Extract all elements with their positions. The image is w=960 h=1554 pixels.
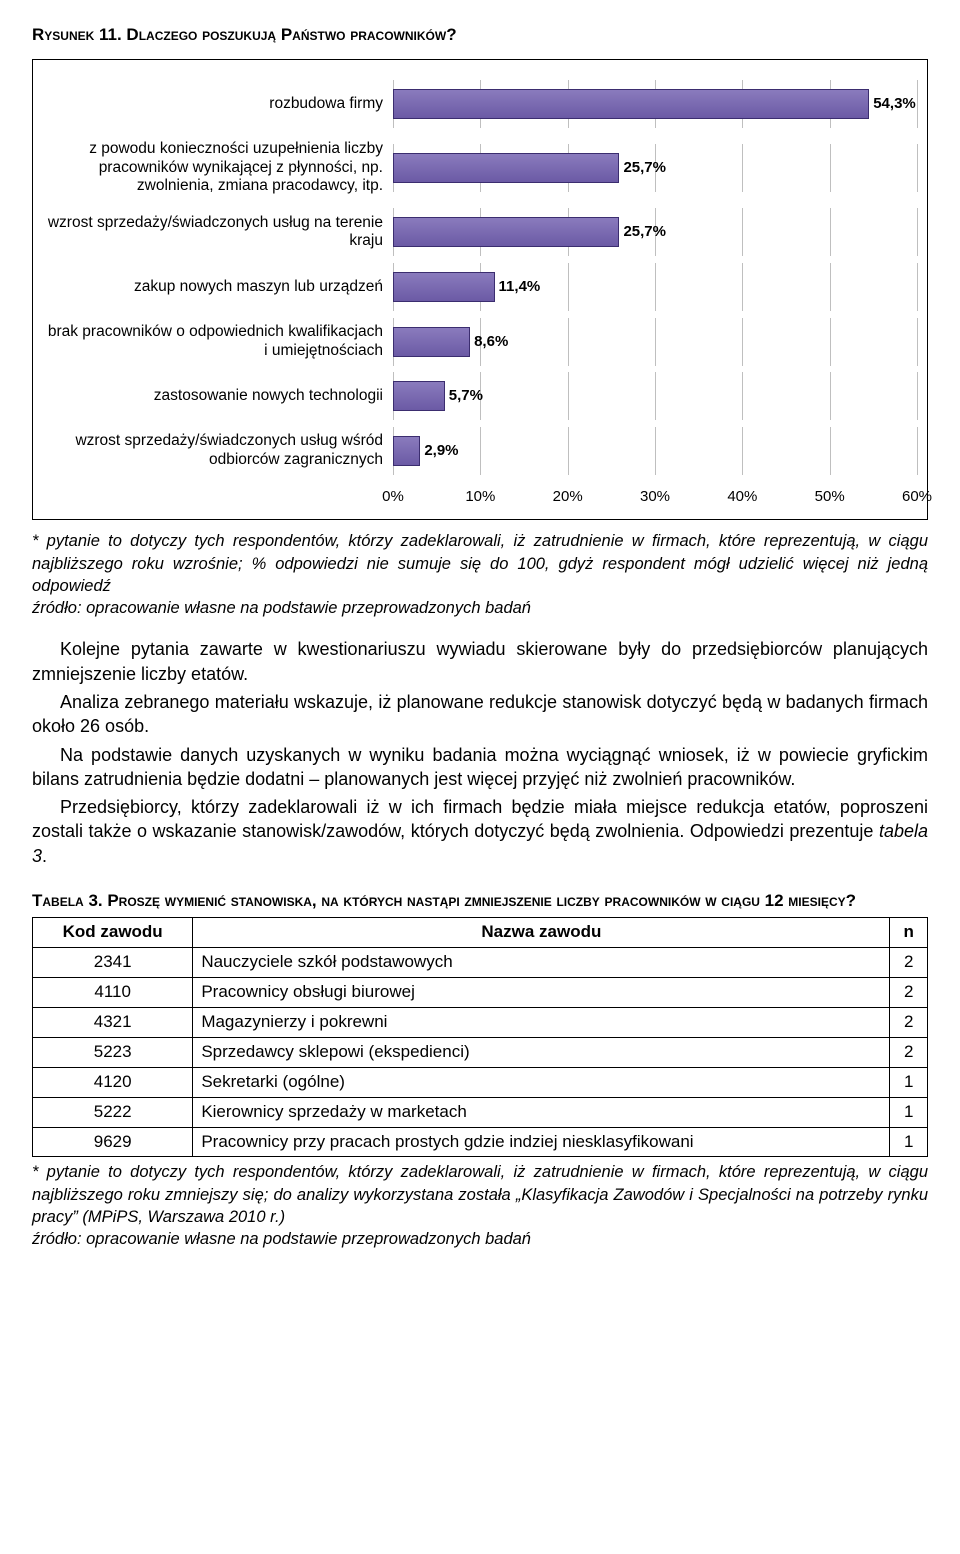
category-label: zastosowanie nowych technologii <box>43 387 393 406</box>
table-row: 4321Magazynierzy i pokrewni2 <box>33 1007 928 1037</box>
chart-row: brak pracowników o odpowiednich kwalifik… <box>43 323 917 360</box>
table-cell: 2 <box>890 977 928 1007</box>
table-cell: 2 <box>890 1007 928 1037</box>
chart-row: z powodu konieczności uzupełnienia liczb… <box>43 140 917 196</box>
table-cell: 1 <box>890 1097 928 1127</box>
chart-row: wzrost sprzedaży/świadczonych usług wśró… <box>43 432 917 469</box>
category-label: wzrost sprzedaży/świadczonych usług na t… <box>43 214 393 251</box>
chart-row: rozbudowa firmy 54,3% <box>43 86 917 122</box>
bar <box>393 436 420 466</box>
table-cell: 5223 <box>33 1037 193 1067</box>
table-header-cell: Nazwa zawodu <box>193 917 890 947</box>
table-cell: 5222 <box>33 1097 193 1127</box>
table-cell: Pracownicy przy pracach prostych gdzie i… <box>193 1127 890 1157</box>
chart-row: zastosowanie nowych technologii 5,7% <box>43 378 917 414</box>
x-tick-label: 40% <box>727 487 757 507</box>
table-cell: Nauczyciele szkół podstawowych <box>193 947 890 977</box>
table-cell: 9629 <box>33 1127 193 1157</box>
category-label: z powodu konieczności uzupełnienia liczb… <box>43 140 393 196</box>
bar <box>393 89 869 119</box>
x-tick-label: 0% <box>382 487 404 507</box>
x-tick-label: 50% <box>815 487 845 507</box>
table-cell: 1 <box>890 1067 928 1097</box>
bar <box>393 153 619 183</box>
table-header-cell: Kod zawodu <box>33 917 193 947</box>
category-label: rozbudowa firmy <box>43 95 393 114</box>
table-row: 9629Pracownicy przy pracach prostych gdz… <box>33 1127 928 1157</box>
table-row: 4110Pracownicy obsługi biurowej2 <box>33 977 928 1007</box>
table-header-cell: n <box>890 917 928 947</box>
table-cell: 1 <box>890 1127 928 1157</box>
body-paragraph: Analiza zebranego materiału wskazuje, iż… <box>32 690 928 739</box>
table-cell: 4321 <box>33 1007 193 1037</box>
table-cell: Sprzedawcy sklepowi (ekspedienci) <box>193 1037 890 1067</box>
table-cell: Magazynierzy i pokrewni <box>193 1007 890 1037</box>
figure-footnote: * pytanie to dotyczy tych respondentów, … <box>32 530 928 619</box>
body-paragraph: Na podstawie danych uzyskanych w wyniku … <box>32 743 928 792</box>
value-label: 11,4% <box>499 277 541 297</box>
table-footnote: * pytanie to dotyczy tych respondentów, … <box>32 1161 928 1250</box>
table-cell: 4120 <box>33 1067 193 1097</box>
value-label: 2,9% <box>424 441 458 461</box>
category-label: zakup nowych maszyn lub urządzeń <box>43 278 393 297</box>
table-cell: 2 <box>890 947 928 977</box>
table-cell: 2341 <box>33 947 193 977</box>
category-label: brak pracowników o odpowiednich kwalifik… <box>43 323 393 360</box>
body-paragraph: Kolejne pytania zawarte w kwestionariusz… <box>32 637 928 686</box>
value-label: 54,3% <box>873 94 916 114</box>
figure-title: Rysunek 11. Dlaczego poszukują Państwo p… <box>32 24 928 47</box>
table-cell: 2 <box>890 1037 928 1067</box>
data-table: Kod zawoduNazwa zawodun 2341Nauczyciele … <box>32 917 928 1158</box>
x-tick-label: 10% <box>465 487 495 507</box>
table-cell: Sekretarki (ogólne) <box>193 1067 890 1097</box>
table-title: Tabela 3. Proszę wymienić stanowiska, na… <box>32 890 928 913</box>
value-label: 25,7% <box>623 222 666 242</box>
table-row: 5222Kierownicy sprzedaży w marketach1 <box>33 1097 928 1127</box>
bar <box>393 327 470 357</box>
table-cell: Kierownicy sprzedaży w marketach <box>193 1097 890 1127</box>
value-label: 5,7% <box>449 386 483 406</box>
chart-row: zakup nowych maszyn lub urządzeń 11,4% <box>43 269 917 305</box>
category-label: wzrost sprzedaży/świadczonych usług wśró… <box>43 432 393 469</box>
table-row: 5223Sprzedawcy sklepowi (ekspedienci)2 <box>33 1037 928 1067</box>
body-paragraph: Przedsiębiorcy, którzy zadeklarowali iż … <box>32 795 928 868</box>
table-cell: Pracownicy obsługi biurowej <box>193 977 890 1007</box>
chart-row: wzrost sprzedaży/świadczonych usług na t… <box>43 214 917 251</box>
value-label: 25,7% <box>623 158 666 178</box>
x-tick-label: 60% <box>902 487 932 507</box>
table-cell: 4110 <box>33 977 193 1007</box>
bar <box>393 272 495 302</box>
x-tick-label: 20% <box>553 487 583 507</box>
x-axis: 0%10%20%30%40%50%60% <box>43 487 917 509</box>
bar <box>393 217 619 247</box>
table-row: 2341Nauczyciele szkół podstawowych2 <box>33 947 928 977</box>
value-label: 8,6% <box>474 331 508 351</box>
x-tick-label: 30% <box>640 487 670 507</box>
bar <box>393 381 445 411</box>
bar-chart: rozbudowa firmy 54,3% z powodu koniecznośc… <box>32 59 928 520</box>
table-row: 4120Sekretarki (ogólne)1 <box>33 1067 928 1097</box>
